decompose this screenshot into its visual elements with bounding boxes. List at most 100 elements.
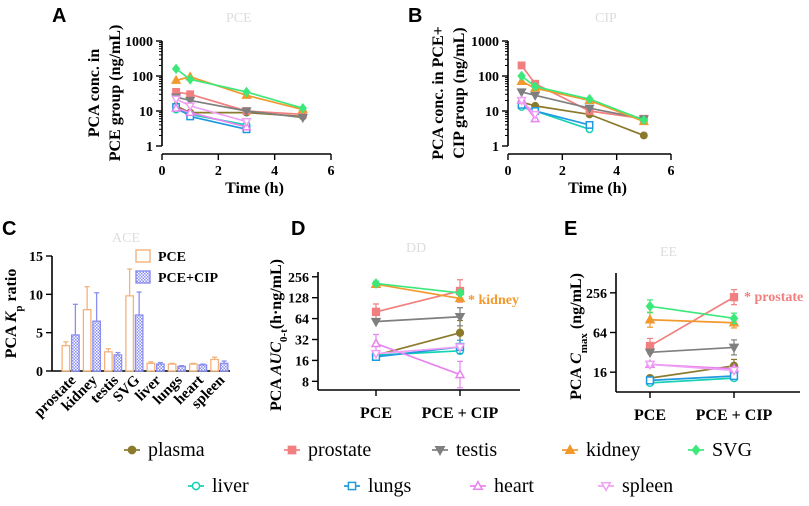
x-tick-label: 2 xyxy=(215,164,222,179)
y-axis-title-part: PCA xyxy=(3,322,20,358)
y-axis-title-line: CIP group (ng/mL) xyxy=(451,27,468,158)
series-line-SVG xyxy=(175,68,304,110)
x-tick-label: PCE xyxy=(634,407,666,424)
data-point-prostate xyxy=(645,341,655,351)
legend-label-kidney: kidney xyxy=(586,439,640,461)
data-point-spleen xyxy=(530,110,541,120)
data-point-SVG xyxy=(455,287,465,299)
legend-label-plasma: plasma xyxy=(148,439,205,461)
data-point-spleen xyxy=(241,117,252,128)
data-point-kidney xyxy=(644,313,656,324)
y-tick-label: 100 xyxy=(132,70,153,85)
x-tick-label: 0 xyxy=(159,164,166,179)
y-tick-label: 10 xyxy=(485,105,499,120)
series-line-prostate xyxy=(520,64,644,120)
x-tick-label: 4 xyxy=(613,164,620,179)
bar-PCE+CIP-lungs xyxy=(177,365,187,372)
panel-label: A xyxy=(52,5,66,27)
data-point-heart xyxy=(454,368,466,379)
series-line-SVG xyxy=(375,282,461,294)
series-line-SVG xyxy=(649,305,735,320)
y-tick-label: 256 xyxy=(288,271,309,286)
data-point-testis xyxy=(297,113,308,124)
data-point-SVG xyxy=(298,103,307,114)
y-tick-label: 16 xyxy=(593,366,607,381)
data-point-SVG xyxy=(639,114,648,126)
series-line-SVG xyxy=(521,75,645,121)
y-axis-title-line: PCA conc. in PCE+ xyxy=(430,26,447,160)
watermark-text: EE xyxy=(660,245,677,260)
y-tick-label: 256 xyxy=(586,287,607,302)
x-tick-label: PCE + CIP xyxy=(422,405,499,422)
legend-marker-SVG xyxy=(691,444,701,456)
data-point-SVG xyxy=(729,312,739,324)
legend-swatch-PCE xyxy=(135,249,151,263)
y-tick-label: 1 xyxy=(492,140,499,155)
series-line-prostate xyxy=(175,91,303,116)
significance-annotation: * prostate xyxy=(744,290,803,305)
legend-label-SVG: SVG xyxy=(712,439,752,461)
x-tick-label: 4 xyxy=(271,164,278,179)
data-point-testis xyxy=(530,91,541,101)
series-line-kidney xyxy=(175,75,304,111)
y-tick-label: 100 xyxy=(478,70,499,85)
bar-PCE-SVG xyxy=(125,295,135,372)
y-axis-title-part: (ng/mL) xyxy=(568,273,585,333)
x-axis-title: Time (h) xyxy=(568,180,627,197)
x-axis-title: Time (h) xyxy=(225,180,284,197)
series-line-testis xyxy=(649,346,735,354)
y-tick-label: 1000 xyxy=(471,35,499,50)
y-tick-label: 10 xyxy=(29,288,43,303)
y-tick-label: 64 xyxy=(295,313,309,328)
series-line-testis xyxy=(175,96,303,119)
panel-label: D xyxy=(291,218,305,240)
data-point-SVG xyxy=(645,300,655,312)
series-line-kidney xyxy=(375,283,461,300)
bar-PCE+CIP-liver xyxy=(155,363,165,372)
y-axis-title-part: C xyxy=(568,353,585,364)
y-axis-title: PCA conc. in PCE+ CIP group (ng/mL) xyxy=(430,26,468,160)
data-point-spleen xyxy=(728,366,740,377)
y-axis-title-part: PCA xyxy=(568,364,585,400)
data-point-heart xyxy=(171,102,182,112)
bar-PCE+CIP-spleen xyxy=(219,362,229,372)
series-line-spleen xyxy=(649,363,735,372)
data-point-prostate xyxy=(186,90,195,99)
y-axis-title-part: K xyxy=(3,310,20,323)
y-axis-title-part: p xyxy=(13,306,25,312)
y-tick-label: 1 xyxy=(146,140,153,155)
y-tick-label: 15 xyxy=(29,250,43,265)
y-tick-label: 10 xyxy=(139,105,153,120)
series-line-plasma xyxy=(375,331,461,357)
y-tick-label: 16 xyxy=(295,354,309,369)
data-point-testis xyxy=(370,317,382,328)
series-line-prostate xyxy=(375,290,461,313)
data-point-testis xyxy=(584,104,595,114)
data-point-SVG xyxy=(242,86,251,98)
y-tick-label: 5 xyxy=(36,327,43,342)
data-point-SVG xyxy=(171,63,181,75)
y-axis-title-part: 0-t xyxy=(278,329,290,342)
data-point-testis xyxy=(241,107,252,117)
legend-label: PCE+CIP xyxy=(158,271,219,286)
data-point-kidney xyxy=(171,74,182,84)
watermark-text: PCE xyxy=(226,11,252,26)
data-point-plasma xyxy=(639,131,648,140)
bar-PCE+CIP-kidney xyxy=(92,320,102,372)
legend-label-prostate: prostate xyxy=(308,439,371,461)
legend-marker-liver xyxy=(191,481,201,491)
y-tick-label: 0 xyxy=(36,365,43,380)
data-point-SVG xyxy=(186,74,195,85)
data-point-prostate xyxy=(517,61,526,70)
series-line-lungs xyxy=(649,375,735,382)
legend-marker-lungs xyxy=(347,481,357,491)
series-line-liver xyxy=(649,377,735,384)
data-point-SVG xyxy=(517,70,526,82)
data-point-spleen xyxy=(171,95,182,105)
y-axis-title: PCA conc. in PCE group (ng/mL) xyxy=(86,25,124,162)
data-point-heart xyxy=(370,337,382,348)
bar-PCE+CIP-prostate xyxy=(70,334,80,372)
series-line-spleen xyxy=(375,346,461,355)
panel-label: C xyxy=(2,218,16,240)
